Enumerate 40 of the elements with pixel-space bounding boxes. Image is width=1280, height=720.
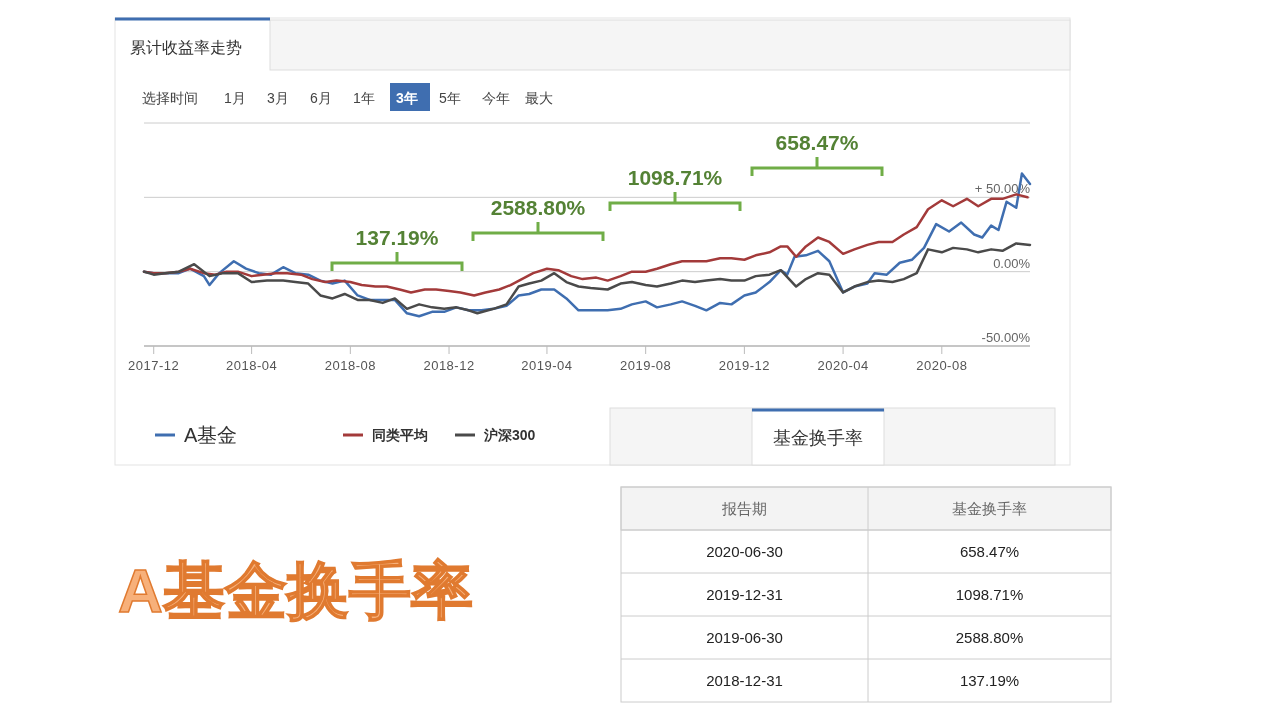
text: 658.47% [959,543,1020,560]
annotation: 658.47% [775,131,859,154]
text: 3月 [267,90,289,106]
x-tick-label: 2020-08 [916,358,968,373]
text: 1月 [224,90,246,106]
x-tick-label: 2019-08 [620,358,672,373]
x-tick-label: 2018-04 [226,358,278,373]
x-tick-label: 2019-04 [521,358,573,373]
text: 报告期 [721,500,767,517]
text: 2020-06-30 [706,543,783,560]
x-tick-label: 2018-08 [324,358,376,373]
text: 1年 [353,90,375,106]
y-tick-label: 0.00% [993,255,1031,271]
legend-label: A基金 [184,424,238,447]
text: 6月 [310,90,332,106]
x-tick-label: 2019-12 [718,358,770,373]
text: A基金换手率 [118,556,473,625]
annotation: 1098.71% [627,166,723,189]
text: 5年 [439,90,461,106]
text: 基金换手率 [952,500,1027,517]
text: 2019-12-31 [706,586,783,603]
text: 137.19% [959,672,1020,689]
legend-label: 沪深300 [483,427,536,444]
text: 选择时间 [142,90,198,106]
annotation: 137.19% [355,226,439,249]
text: 2019-06-30 [706,629,783,646]
annotation: 2588.80% [490,196,586,219]
x-tick-label: 2018-12 [423,358,475,373]
text: 3年 [396,90,418,106]
legend-label: 同类平均 [372,427,428,444]
x-tick-label: 2017-12 [128,358,180,373]
chart-title: 累计收益率走势 [130,39,242,56]
text: 基金换手率 [773,428,863,448]
y-tick-label: -50.00% [981,330,1031,345]
text: 1098.71% [955,586,1024,603]
text: 2018-12-31 [706,672,783,689]
text: 今年 [482,90,510,106]
text: 2588.80% [955,629,1024,646]
x-tick-label: 2020-04 [817,358,869,373]
text: 最大 [525,90,553,106]
